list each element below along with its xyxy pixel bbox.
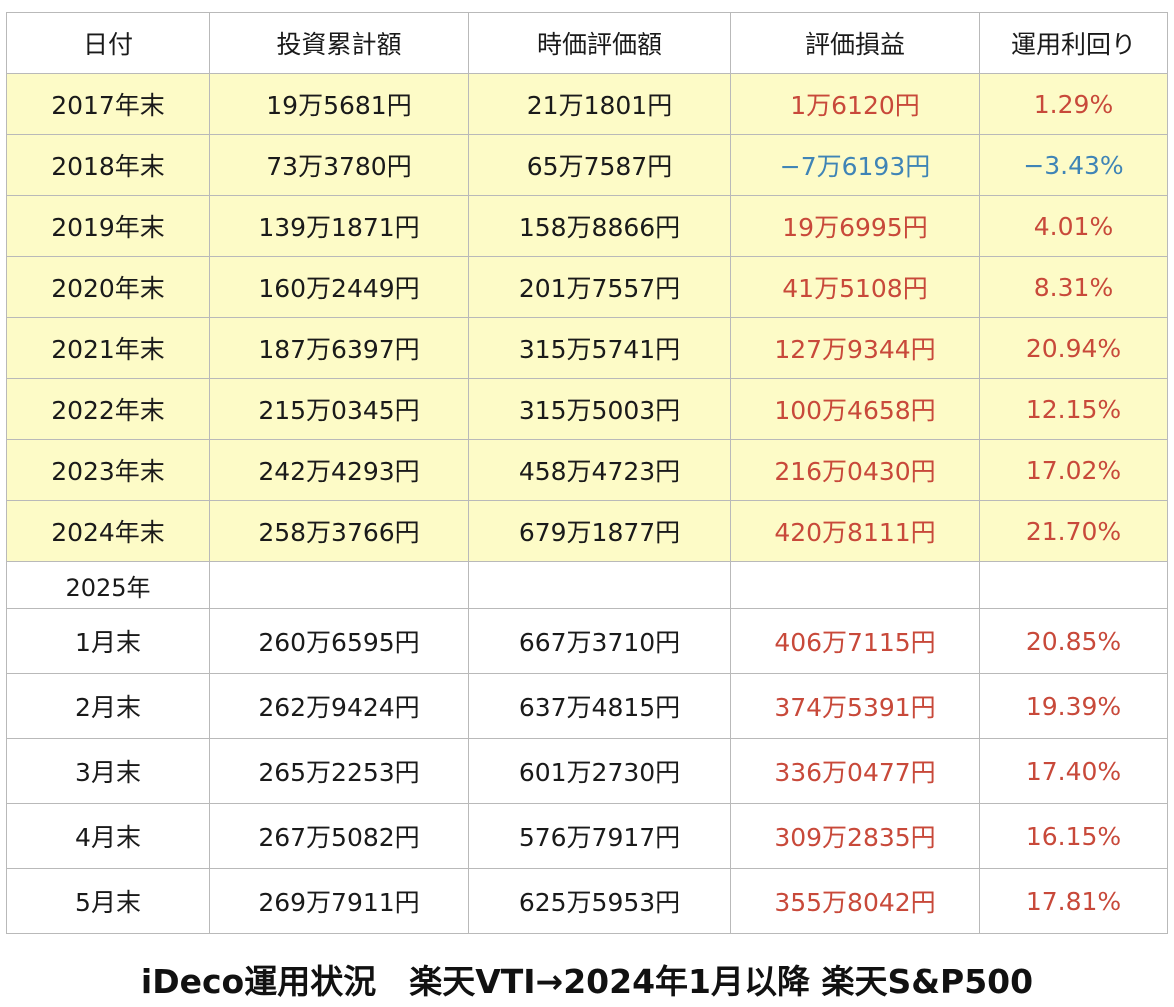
yield-cell: 12.15% (979, 378, 1168, 440)
yield-cell: 1.29% (979, 73, 1168, 135)
market-value-cell: 458万4723円 (468, 439, 731, 501)
table-row: 2017年末 19万5681円 21万1801円 1万6120円 1.29% (6, 73, 1168, 135)
header-invested: 投資累計額 (209, 12, 469, 74)
date-cell: 2021年末 (6, 317, 210, 379)
table-row: 2018年末 73万3780円 65万7587円 −7万6193円 −3.43% (6, 134, 1168, 196)
market-value-cell: 637万4815円 (468, 673, 731, 739)
empty-cell (979, 561, 1168, 609)
date-cell: 2020年末 (6, 256, 210, 318)
market-value-cell: 158万8866円 (468, 195, 731, 257)
gain-cell: 127万9344円 (730, 317, 980, 379)
table-row: 2019年末 139万1871円 158万8866円 19万6995円 4.01% (6, 195, 1168, 257)
market-value-cell: 315万5003円 (468, 378, 731, 440)
invested-cell: 265万2253円 (209, 738, 469, 804)
table-row: 1月末 260万6595円 667万3710円 406万7115円 20.85% (6, 608, 1168, 674)
yield-cell: 8.31% (979, 256, 1168, 318)
yield-cell: −3.43% (979, 134, 1168, 196)
yield-cell: 4.01% (979, 195, 1168, 257)
gain-cell: 41万5108円 (730, 256, 980, 318)
date-cell: 2023年末 (6, 439, 210, 501)
market-value-cell: 601万2730円 (468, 738, 731, 804)
market-value-cell: 667万3710円 (468, 608, 731, 674)
yield-cell: 21.70% (979, 500, 1168, 562)
market-value-cell: 625万5953円 (468, 868, 731, 934)
date-cell: 2022年末 (6, 378, 210, 440)
yield-cell: 16.15% (979, 803, 1168, 869)
yield-cell: 17.81% (979, 868, 1168, 934)
gain-cell: 355万8042円 (730, 868, 980, 934)
empty-cell (468, 561, 731, 609)
invested-cell: 262万9424円 (209, 673, 469, 739)
header-market-value: 時価評価額 (468, 12, 731, 74)
header-gain: 評価損益 (730, 12, 980, 74)
date-cell: 4月末 (6, 803, 210, 869)
yield-cell: 17.40% (979, 738, 1168, 804)
subheading-row: 2025年 (6, 561, 1168, 609)
market-value-cell: 65万7587円 (468, 134, 731, 196)
market-value-cell: 679万1877円 (468, 500, 731, 562)
header-yield: 運用利回り (979, 12, 1168, 74)
header-date: 日付 (6, 12, 210, 74)
gain-cell: 406万7115円 (730, 608, 980, 674)
table-row: 3月末 265万2253円 601万2730円 336万0477円 17.40% (6, 738, 1168, 804)
date-cell: 5月末 (6, 868, 210, 934)
date-cell: 2018年末 (6, 134, 210, 196)
date-cell: 2017年末 (6, 73, 210, 135)
table-row: 2020年末 160万2449円 201万7557円 41万5108円 8.31% (6, 256, 1168, 318)
gain-cell: 374万5391円 (730, 673, 980, 739)
subheading-section: 2025年 (6, 561, 1168, 609)
table-row: 4月末 267万5082円 576万7917円 309万2835円 16.15% (6, 803, 1168, 869)
invested-cell: 139万1871円 (209, 195, 469, 257)
empty-cell (209, 561, 469, 609)
market-value-cell: 576万7917円 (468, 803, 731, 869)
invested-cell: 19万5681円 (209, 73, 469, 135)
invested-cell: 258万3766円 (209, 500, 469, 562)
date-cell: 2024年末 (6, 500, 210, 562)
gain-cell: 336万0477円 (730, 738, 980, 804)
subheading-year: 2025年 (6, 561, 210, 609)
gain-cell: 100万4658円 (730, 378, 980, 440)
invested-cell: 260万6595円 (209, 608, 469, 674)
ideco-performance-table: 日付 投資累計額 時価評価額 評価損益 運用利回り 2017年末 19万5681円… (6, 12, 1168, 934)
invested-cell: 269万7911円 (209, 868, 469, 934)
invested-cell: 242万4293円 (209, 439, 469, 501)
market-value-cell: 315万5741円 (468, 317, 731, 379)
invested-cell: 215万0345円 (209, 378, 469, 440)
yield-cell: 19.39% (979, 673, 1168, 739)
date-cell: 2019年末 (6, 195, 210, 257)
date-cell: 2月末 (6, 673, 210, 739)
gain-cell: 309万2835円 (730, 803, 980, 869)
yield-cell: 20.85% (979, 608, 1168, 674)
gain-cell: 420万8111円 (730, 500, 980, 562)
invested-cell: 267万5082円 (209, 803, 469, 869)
gain-cell: −7万6193円 (730, 134, 980, 196)
yield-cell: 17.02% (979, 439, 1168, 501)
header-row: 日付 投資累計額 時価評価額 評価損益 運用利回り (6, 12, 1168, 74)
caption: iDeco運用状況 楽天VTI→2024年1月以降 楽天S&P500 (140, 962, 1034, 1001)
gain-cell: 1万6120円 (730, 73, 980, 135)
gain-cell: 19万6995円 (730, 195, 980, 257)
date-cell: 3月末 (6, 738, 210, 804)
table-row: 2月末 262万9424円 637万4815円 374万5391円 19.39% (6, 673, 1168, 739)
yield-cell: 20.94% (979, 317, 1168, 379)
market-value-cell: 201万7557円 (468, 256, 731, 318)
invested-cell: 160万2449円 (209, 256, 469, 318)
market-value-cell: 21万1801円 (468, 73, 731, 135)
invested-cell: 73万3780円 (209, 134, 469, 196)
monthly-rows: 1月末 260万6595円 667万3710円 406万7115円 20.85% 2月末 2… (6, 608, 1168, 934)
table-row: 2021年末 187万6397円 315万5741円 127万9344円 20.94% (6, 317, 1168, 379)
empty-cell (730, 561, 980, 609)
table-row: 2024年末 258万3766円 679万1877円 420万8111円 21.70% (6, 500, 1168, 562)
invested-cell: 187万6397円 (209, 317, 469, 379)
table-row: 2022年末 215万0345円 315万5003円 100万4658円 12.15% (6, 378, 1168, 440)
date-cell: 1月末 (6, 608, 210, 674)
table-row: 2023年末 242万4293円 458万4723円 216万0430円 17.02% (6, 439, 1168, 501)
table-row: 5月末 269万7911円 625万5953円 355万8042円 17.81% (6, 868, 1168, 934)
yearly-rows: 2017年末 19万5681円 21万1801円 1万6120円 1.29% 2018年末… (6, 73, 1168, 562)
gain-cell: 216万0430円 (730, 439, 980, 501)
